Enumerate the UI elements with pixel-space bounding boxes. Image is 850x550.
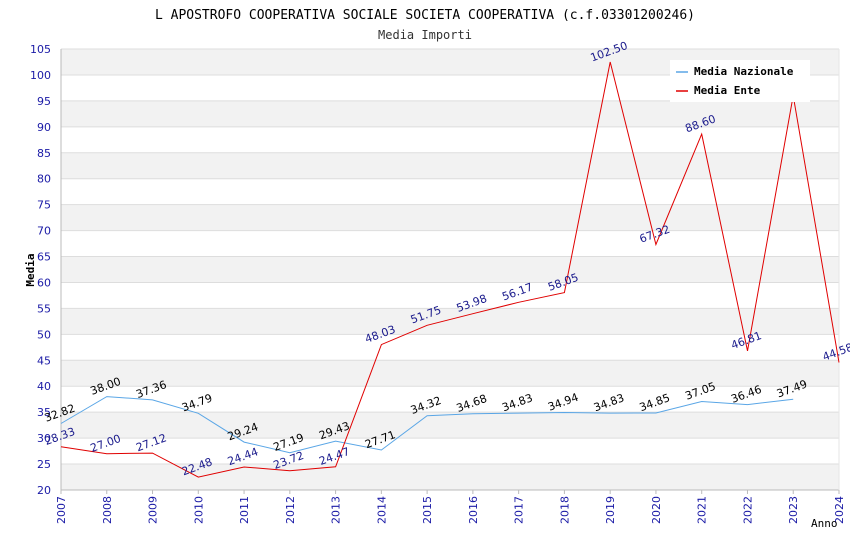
- chart-title: L APOSTROFO COOPERATIVA SOCIALE SOCIETA …: [155, 8, 695, 23]
- y-tick-label: 85: [37, 147, 51, 160]
- x-tick-label: 2019: [604, 496, 617, 524]
- y-tick-label: 75: [37, 199, 51, 212]
- y-tick-label: 25: [37, 458, 51, 471]
- x-tick-labels: 2007 2008 2009 2010 2011 2012 2013 2014 2015 2016…: [55, 490, 846, 524]
- grid-band: [61, 412, 839, 439]
- chart-subtitle: Media Importi: [378, 28, 472, 42]
- series-line-media-nazionale: [60, 396, 794, 454]
- x-tick-label: 2017: [513, 496, 526, 524]
- x-tick-label: 2024: [833, 496, 846, 524]
- x-tick-label: 2010: [192, 496, 205, 524]
- axes: [60, 49, 840, 491]
- x-axis-label: Anno: [811, 517, 838, 530]
- grid-band: [61, 152, 839, 179]
- y-tick-label: 105: [30, 43, 51, 56]
- y-tick-label: 100: [30, 69, 51, 82]
- x-tick-label: 2007: [55, 496, 68, 524]
- y-tick-label: 95: [37, 95, 51, 108]
- y-tick-labels: 20 25 30 35 40 45 50 55 60 65 70 75 80 85 90 95 100 105: [30, 43, 51, 497]
- legend-label-media-ente: Media Ente: [694, 84, 761, 97]
- x-tick-label: 2008: [101, 496, 114, 524]
- x-tick-label: 2018: [558, 496, 571, 524]
- x-tick-label: 2013: [330, 496, 343, 524]
- y-tick-label: 45: [37, 354, 51, 367]
- grid-band: [61, 204, 839, 231]
- y-tick-label: 20: [37, 484, 51, 497]
- series-line-media-ente: [60, 61, 840, 478]
- y-axis-label: Media: [24, 253, 37, 286]
- grid-band: [61, 100, 839, 127]
- y-tick-label: 55: [37, 302, 51, 315]
- grid-band: [61, 308, 839, 335]
- x-tick-label: 2021: [696, 496, 709, 524]
- x-tick-label: 2014: [375, 496, 388, 524]
- x-tick-label: 2020: [650, 496, 663, 524]
- y-tick-label: 70: [37, 225, 51, 238]
- y-tick-label: 65: [37, 251, 51, 264]
- x-tick-label: 2009: [147, 496, 160, 524]
- x-tick-label: 2011: [238, 496, 251, 524]
- x-tick-label: 2016: [467, 496, 480, 524]
- grid-bands: [61, 49, 839, 490]
- y-tick-label: 80: [37, 173, 51, 186]
- x-tick-label: 2012: [284, 496, 297, 524]
- y-tick-label: 35: [37, 406, 51, 419]
- grid-band: [61, 464, 839, 490]
- x-tick-label: 2015: [421, 496, 434, 524]
- legend-label-media-nazionale: Media Nazionale: [694, 65, 794, 78]
- legend: Media Nazionale Media Ente: [670, 60, 810, 102]
- series-layer: [60, 61, 840, 478]
- y-tick-label: 60: [37, 276, 51, 289]
- grid-band: [61, 256, 839, 283]
- x-tick-label: 2023: [787, 496, 800, 524]
- grid-band: [61, 360, 839, 387]
- y-tick-label: 40: [37, 380, 51, 393]
- y-tick-label: 90: [37, 121, 51, 134]
- legend-box: [670, 60, 810, 102]
- y-tick-label: 50: [37, 328, 51, 341]
- x-tick-label: 2022: [741, 496, 754, 524]
- y-tick-label: 30: [37, 432, 51, 445]
